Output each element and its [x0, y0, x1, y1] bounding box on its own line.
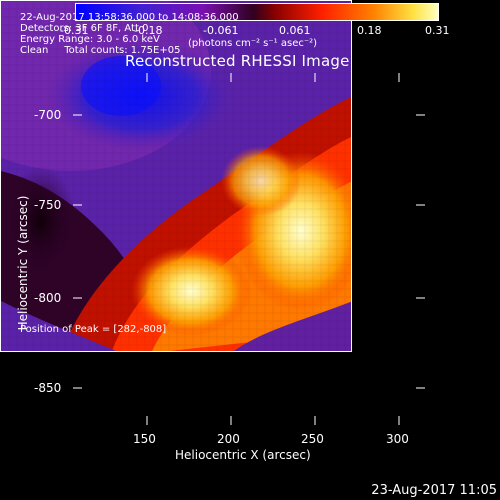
y-tick-label: -850	[34, 381, 62, 395]
annotation-energy-range: Energy Range: 3.0 - 6.0 keV	[20, 34, 160, 45]
annotation-peak-position: Position of Peak = [282,-808]	[20, 324, 167, 335]
colorbar-unit-label: (photons cm⁻² s⁻¹ asec⁻²)	[188, 38, 318, 49]
x-tick-label: 150	[133, 432, 156, 446]
colorbar-tick-3: 0.061	[279, 24, 311, 37]
colorbar-tick-5: 0.31	[425, 24, 450, 37]
x-tick-label: 300	[386, 432, 409, 446]
colorbar-tick-0: -0.31	[60, 24, 89, 37]
colorbar	[75, 3, 439, 21]
plot-title: Reconstructed RHESSI Image	[125, 52, 350, 70]
annotation-detectors: Detectors: 3F 6F 8F, Att 0	[20, 23, 149, 34]
y-tick-label: -800	[34, 291, 62, 305]
y-tick-label: -700	[34, 108, 62, 122]
colorbar-tick-1: -0.18	[134, 24, 163, 37]
colorbar-tick-4: 0.18	[357, 24, 382, 37]
footer-date: 23-Aug-2017 11:05	[371, 483, 497, 498]
annotation-time-range: 22-Aug-2017 13:58:36.000 to 14:08:36.000	[20, 12, 239, 23]
x-tick-label: 250	[301, 432, 324, 446]
rhessi-image: 22-Aug-2017 13:58:36.000 to 14:08:36.000…	[0, 0, 352, 352]
y-axis-label: Heliocentric Y (arcsec)	[16, 195, 30, 331]
colorbar-tick-2: -0.061	[203, 24, 239, 37]
x-axis-label: Heliocentric X (arcsec)	[175, 448, 311, 462]
y-tick-label: -750	[34, 198, 62, 212]
x-tick-label: 200	[217, 432, 240, 446]
rhessi-image-canvas	[1, 1, 351, 351]
annotation-total-counts: Clean Total counts: 1.75E+05	[20, 45, 181, 56]
